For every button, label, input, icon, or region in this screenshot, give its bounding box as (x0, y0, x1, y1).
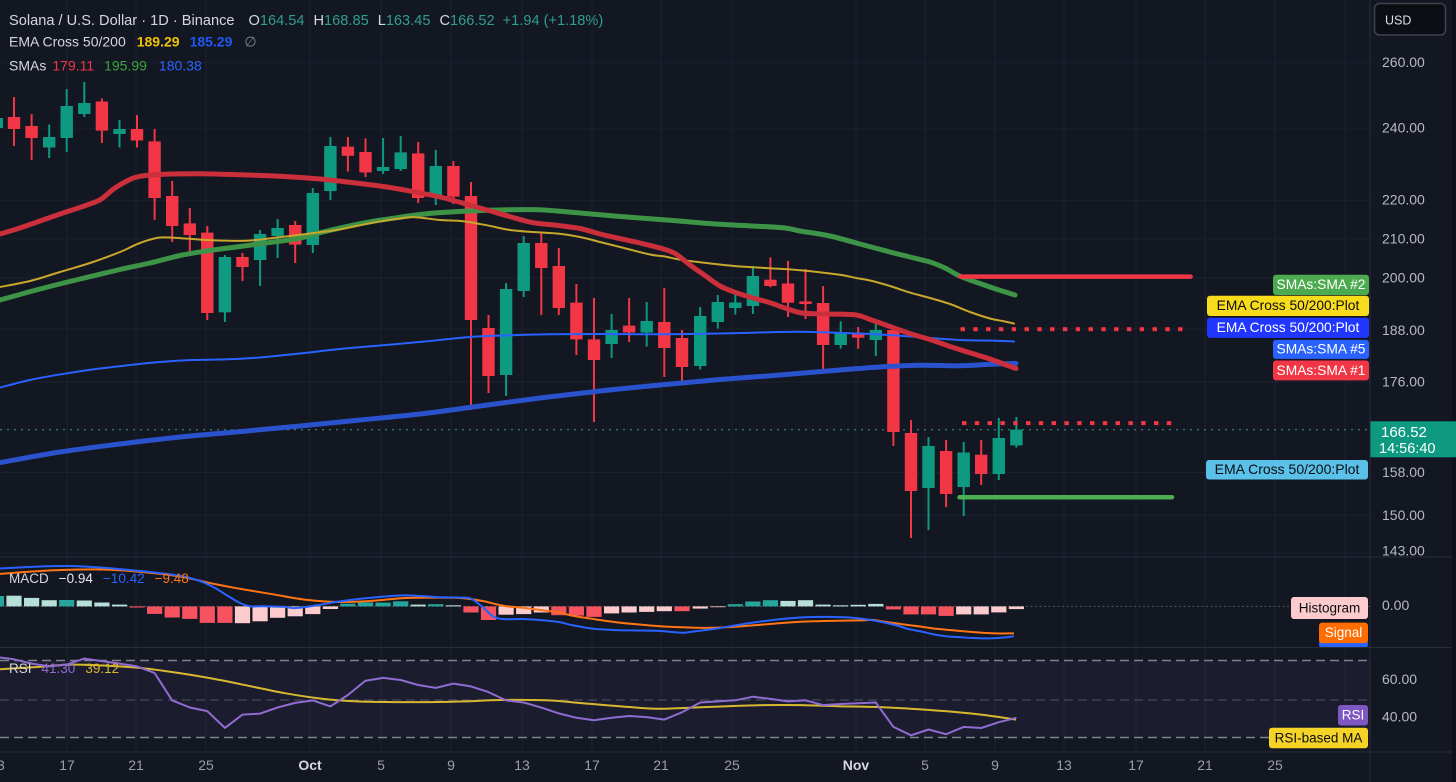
svg-text:EMA Cross 50/200:Plot: EMA Cross 50/200:Plot (1217, 320, 1360, 335)
svg-text:SMAs:SMA #5: SMAs:SMA #5 (1277, 342, 1366, 357)
svg-text:143.00: 143.00 (1382, 543, 1425, 559)
svg-text:260.00: 260.00 (1382, 54, 1425, 70)
svg-text:21: 21 (1197, 757, 1213, 773)
svg-text:13: 13 (514, 757, 530, 773)
svg-text:5: 5 (377, 757, 385, 773)
svg-text:25: 25 (724, 757, 740, 773)
svg-text:21: 21 (128, 757, 144, 773)
svg-text:9: 9 (991, 757, 999, 773)
svg-text:Histogram: Histogram (1299, 600, 1361, 615)
svg-text:150.00: 150.00 (1382, 507, 1425, 523)
svg-text:14:56:40: 14:56:40 (1379, 441, 1435, 457)
svg-text:9: 9 (447, 757, 455, 773)
svg-text:166.52: 166.52 (1381, 424, 1427, 441)
svg-text:21: 21 (653, 757, 669, 773)
svg-text:17: 17 (1128, 757, 1144, 773)
svg-text:RSI: RSI (1342, 708, 1365, 723)
svg-text:EMA Cross 50/200:Plot: EMA Cross 50/200:Plot (1215, 461, 1360, 477)
svg-text:25: 25 (198, 757, 214, 773)
svg-text:17: 17 (59, 757, 75, 773)
svg-text:13: 13 (0, 757, 5, 773)
svg-text:EMA Cross 50/200:Plot: EMA Cross 50/200:Plot (1217, 298, 1360, 313)
svg-text:SMAs:SMA #1: SMAs:SMA #1 (1277, 363, 1366, 378)
svg-text:Oct: Oct (298, 757, 322, 773)
svg-text:240.00: 240.00 (1382, 120, 1425, 136)
svg-text:13: 13 (1056, 757, 1072, 773)
svg-text:17: 17 (584, 757, 600, 773)
svg-text:0.00: 0.00 (1382, 597, 1409, 613)
svg-text:60.00: 60.00 (1382, 671, 1417, 687)
svg-text:RSI-based MA: RSI-based MA (1275, 730, 1363, 745)
svg-text:Nov: Nov (843, 757, 870, 773)
svg-text:188.00: 188.00 (1382, 322, 1425, 338)
svg-text:25: 25 (1267, 757, 1283, 773)
svg-text:SMAs:SMA #2: SMAs:SMA #2 (1277, 277, 1366, 292)
svg-text:210.00: 210.00 (1382, 230, 1425, 246)
svg-text:220.00: 220.00 (1382, 192, 1425, 208)
svg-text:40.00: 40.00 (1382, 709, 1417, 725)
svg-text:USD: USD (1385, 14, 1411, 28)
svg-text:5: 5 (921, 757, 929, 773)
svg-text:200.00: 200.00 (1382, 270, 1425, 286)
svg-text:158.00: 158.00 (1382, 464, 1425, 480)
svg-text:176.00: 176.00 (1382, 373, 1425, 389)
svg-text:Signal: Signal (1325, 625, 1363, 640)
